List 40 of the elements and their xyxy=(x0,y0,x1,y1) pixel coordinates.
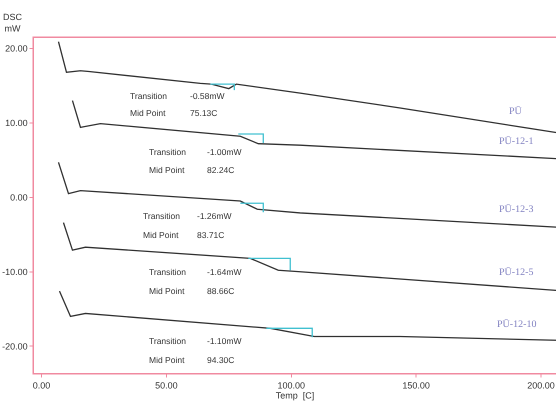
series-label: PŪ-12-10 xyxy=(497,319,536,330)
annotation: -1.10mW xyxy=(207,336,242,346)
annotation: Transition xyxy=(130,91,168,101)
annotation: -1.26mW xyxy=(197,211,232,221)
annotation: Mid Point xyxy=(149,165,186,175)
annotation: Transition xyxy=(149,267,186,277)
annotation: 83.71C xyxy=(197,230,224,240)
series-label: PŪ xyxy=(509,106,523,117)
annotation: Transition xyxy=(143,211,180,221)
x-tick-label: 100.00 xyxy=(277,380,306,390)
x-tick-label: 150.00 xyxy=(402,380,430,390)
annotation: Mid Point xyxy=(149,286,186,296)
x-axis-title: Temp [C] xyxy=(276,390,314,400)
annotation: Mid Point xyxy=(130,108,166,118)
annotation: -1.00mW xyxy=(207,147,242,157)
x-tick-label: 0.00 xyxy=(32,380,50,390)
x-tick-label: 200.00 xyxy=(527,380,555,390)
y-tick-label: 10.00 xyxy=(5,118,28,128)
line-series xyxy=(58,162,556,228)
series-label: PŪ-12-1 xyxy=(499,136,534,147)
y-tick-label: -10.00 xyxy=(2,266,28,277)
y-tick-label: 0.00 xyxy=(10,192,28,202)
series-label: PŪ-12-5 xyxy=(499,267,534,278)
annotation: 94.30C xyxy=(207,355,234,365)
series-label: PŪ-12-3 xyxy=(499,204,534,215)
line-series xyxy=(72,100,556,160)
annotation: Transition xyxy=(149,147,186,157)
annotation: 82.24C xyxy=(207,165,234,175)
annotation: Mid Point xyxy=(143,230,180,240)
y-axis-title: DSC mW xyxy=(3,12,22,34)
annotation: -0.58mW xyxy=(190,91,224,101)
y-tick-label: -20.00 xyxy=(2,341,28,352)
annotation: Mid Point xyxy=(149,355,186,365)
annotation: 88.66C xyxy=(207,286,234,296)
line-series xyxy=(58,41,556,134)
x-tick-label: 50.00 xyxy=(155,380,178,390)
annotation: -1.64mW xyxy=(207,267,242,277)
annotation: Transition xyxy=(149,336,186,346)
annotation: 75.13C xyxy=(190,108,218,118)
y-tick-label: 20.00 xyxy=(5,44,28,54)
